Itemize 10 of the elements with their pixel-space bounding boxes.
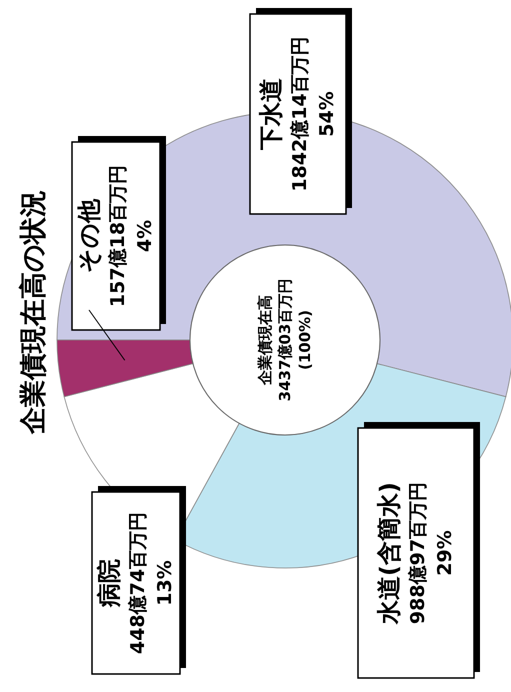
- data-label: 448億74百万円 13%: [127, 512, 176, 654]
- data-label: 988億97百万円 29%: [407, 482, 456, 624]
- data-label: 1842億14百万円 54%: [289, 36, 338, 192]
- slice-label: その他: [75, 198, 103, 273]
- data-label: 157億18百万円 4%: [107, 164, 156, 308]
- slice-label: 病院: [95, 559, 123, 608]
- slice-label: 下水道: [257, 78, 285, 151]
- slice-label: 水道(含簡水): [375, 482, 403, 625]
- text: 企業債現在高の状況: [18, 190, 49, 435]
- text: 企業債現在高 3437億03百万円 (100%): [256, 278, 314, 402]
